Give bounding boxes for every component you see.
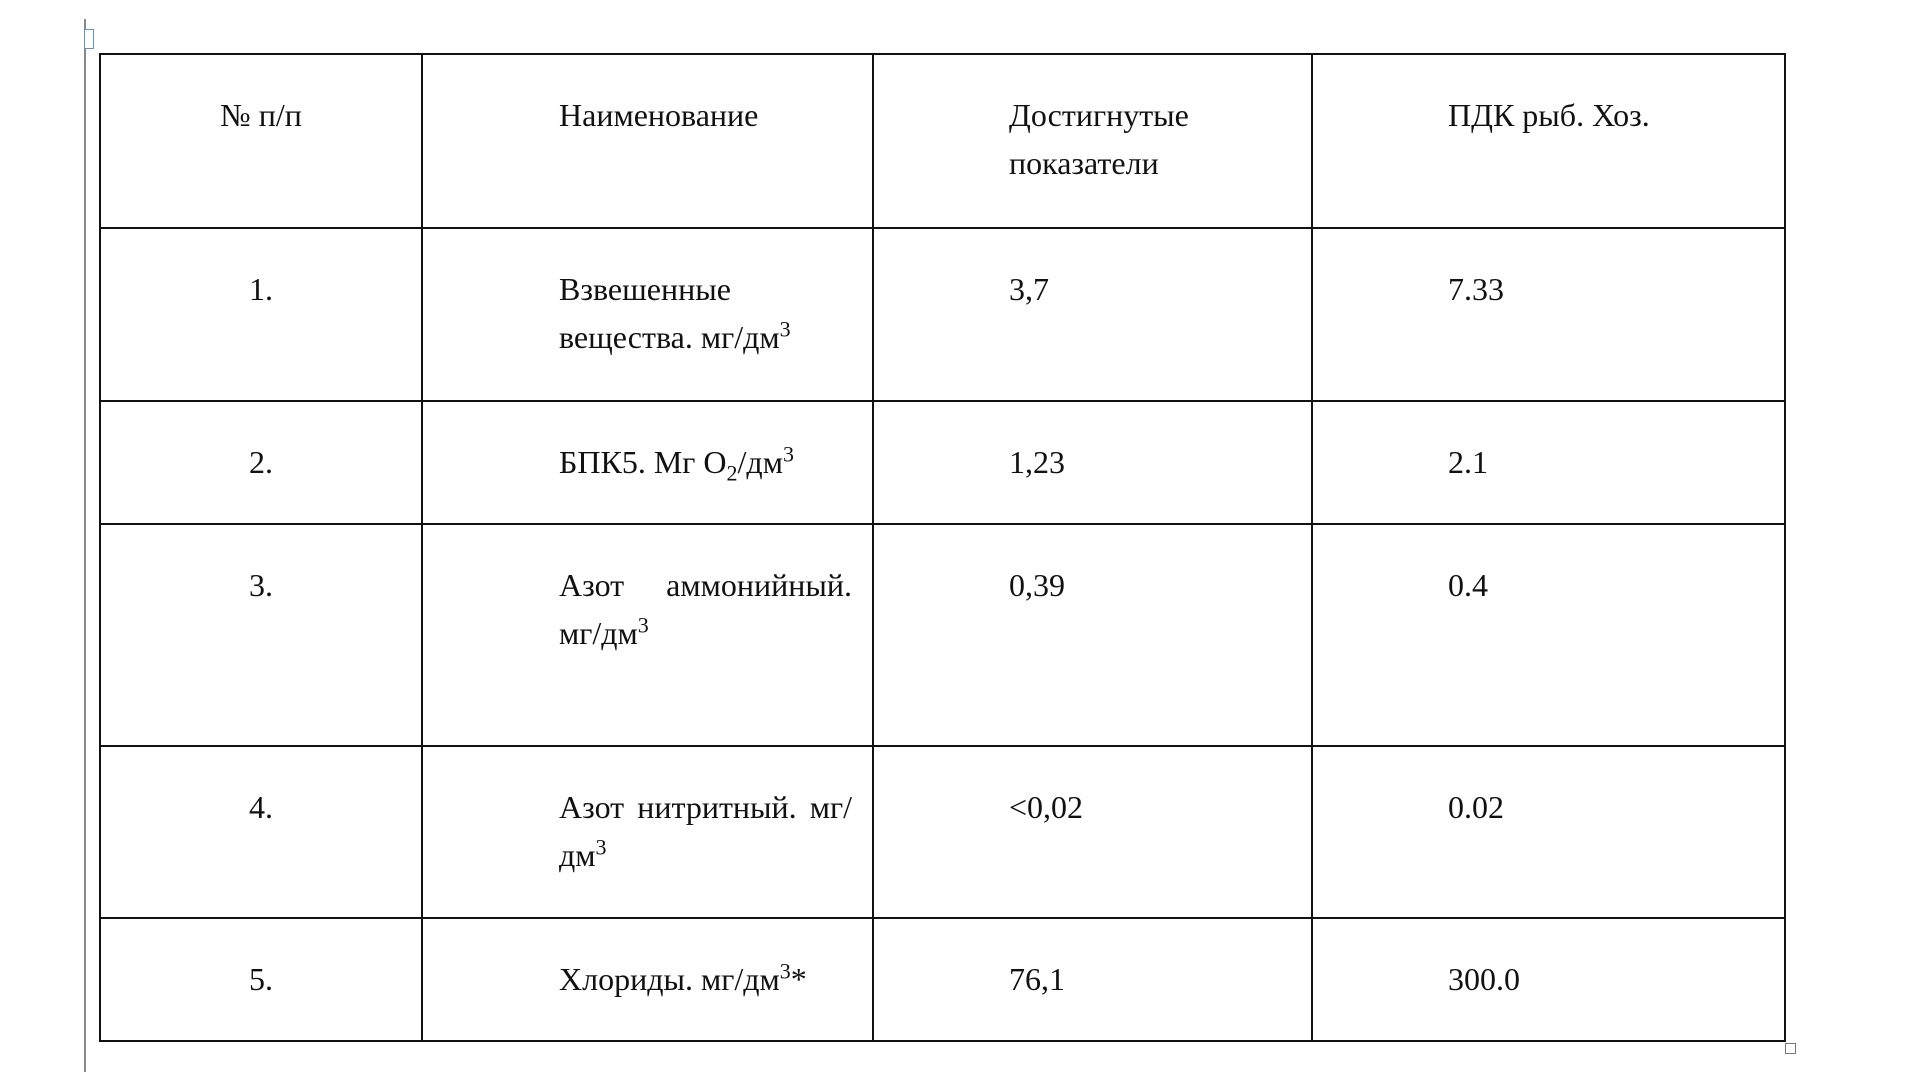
header-cell: Наименование — [421, 53, 874, 229]
table-row: 1. Взвешенные вещества. мг/дм3 3,7 7.33 — [99, 227, 1786, 402]
cell-text: 7.33 — [1448, 271, 1504, 307]
table-cell: 0.02 — [1311, 745, 1786, 919]
table-move-handle[interactable] — [84, 29, 94, 49]
cell-text: 5. — [249, 961, 273, 997]
table-cell: Взвешенные вещества. мг/дм3 — [421, 227, 874, 402]
table: № п/п Наименование Достигнутые показатели П… — [99, 53, 1786, 1042]
header-cell: Достигнутые показатели — [872, 53, 1313, 229]
cell-text: № п/п — [220, 97, 302, 133]
table-cell: 3. — [99, 523, 423, 747]
superscript: 3 — [637, 612, 649, 638]
cell-text: /дм — [737, 444, 783, 480]
table-cell: <0,02 — [872, 745, 1313, 919]
cell-text: 4. — [249, 789, 273, 825]
table-cell: Хлориды. мг/дм3* — [421, 917, 874, 1042]
table-cell: Азот нитритный. мг/дм3 — [421, 745, 874, 919]
header-cell: ПДК рыб. Хоз. — [1311, 53, 1786, 229]
cell-text: 1. — [249, 271, 273, 307]
superscript: 3 — [595, 834, 607, 860]
cell-text: Наименование — [559, 97, 759, 133]
superscript: 3 — [779, 316, 791, 342]
table-row: 3. Азот аммонийный. мг/дм3 0,39 0.4 — [99, 523, 1786, 747]
table-cell: 1,23 — [872, 400, 1313, 525]
table-cell: 4. — [99, 745, 423, 919]
table-cell: 76,1 — [872, 917, 1313, 1042]
table-row: 4. Азот нитритный. мг/дм3 <0,02 0.02 — [99, 745, 1786, 919]
cell-text: 3,7 — [1009, 271, 1049, 307]
cell-text: 2. — [249, 444, 273, 480]
cell-text: 0.02 — [1448, 789, 1504, 825]
cell-text: Азот нитритный. мг/дм — [559, 789, 852, 873]
cell-text: * — [790, 961, 807, 997]
table-cell: 2.1 — [1311, 400, 1786, 525]
cell-text: Достигнутые показатели — [1009, 97, 1189, 181]
cell-text: 2.1 — [1448, 444, 1488, 480]
table-cell: 0.4 — [1311, 523, 1786, 747]
cell-text: 300.0 — [1448, 961, 1520, 997]
cell-text: 0,39 — [1009, 567, 1065, 603]
superscript: 3 — [779, 958, 791, 984]
cell-text: 3. — [249, 567, 273, 603]
cell-text: БПК5. Мг O — [559, 444, 727, 480]
superscript: 3 — [782, 441, 794, 467]
table-cell: 300.0 — [1311, 917, 1786, 1042]
table-row: 5. Хлориды. мг/дм3* 76,1 300.0 — [99, 917, 1786, 1042]
cell-text: 76,1 — [1009, 961, 1065, 997]
table-row: 2. БПК5. Мг O2/дм3 1,23 2.1 — [99, 400, 1786, 525]
table-cell: 7.33 — [1311, 227, 1786, 402]
subscript: 2 — [726, 460, 738, 486]
cell-text: Взвешенные вещества. мг/дм — [559, 271, 780, 355]
table-cell: 0,39 — [872, 523, 1313, 747]
header-row: № п/п Наименование Достигнутые показатели П… — [99, 53, 1786, 229]
table-cell: БПК5. Мг O2/дм3 — [421, 400, 874, 525]
table-cell: 3,7 — [872, 227, 1313, 402]
ruler-line — [84, 19, 86, 1072]
cell-text: ПДК рыб. Хоз. — [1448, 97, 1650, 133]
table-resize-handle[interactable] — [1785, 1043, 1796, 1054]
cell-text: 0.4 — [1448, 567, 1488, 603]
cell-text: Азот аммонийный. мг/дм — [559, 567, 852, 651]
cell-text: <0,02 — [1009, 789, 1084, 825]
cell-text: Хлориды. мг/дм — [559, 961, 780, 997]
table-cell: 5. — [99, 917, 423, 1042]
table-cell: 2. — [99, 400, 423, 525]
cell-text: 1,23 — [1009, 444, 1065, 480]
table-cell: 1. — [99, 227, 423, 402]
table-cell: Азот аммонийный. мг/дм3 — [421, 523, 874, 747]
header-cell: № п/п — [99, 53, 423, 229]
